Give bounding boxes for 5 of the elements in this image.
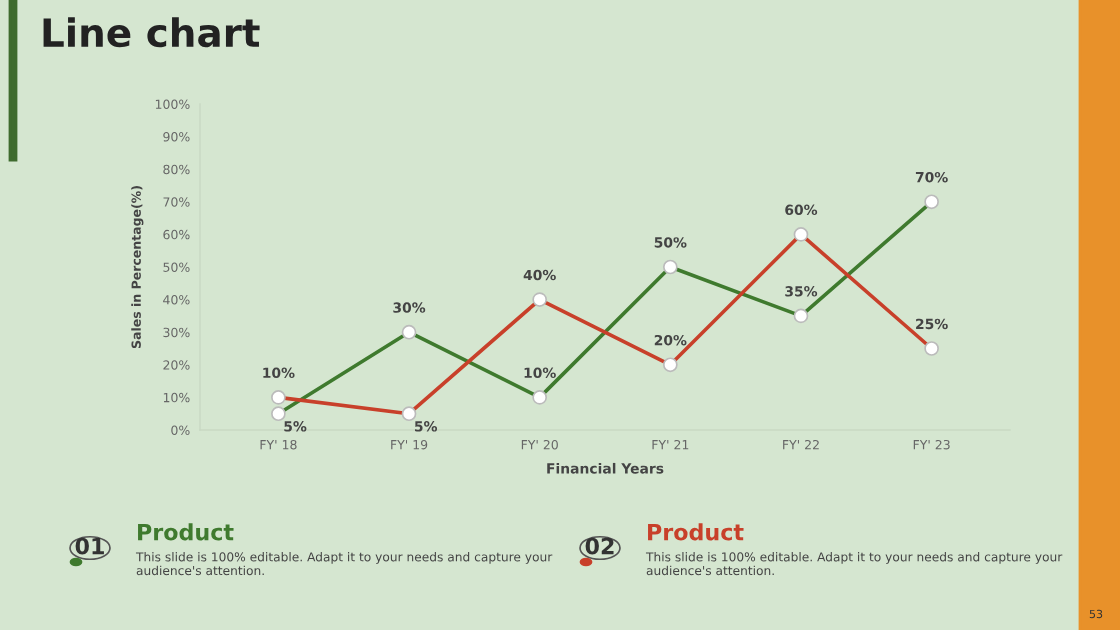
text: 01: [75, 537, 104, 555]
chart-title: Line chart: [43, 17, 260, 48]
text: Product: [138, 523, 234, 541]
text: Product: [648, 523, 744, 541]
text: 02: [585, 537, 614, 555]
